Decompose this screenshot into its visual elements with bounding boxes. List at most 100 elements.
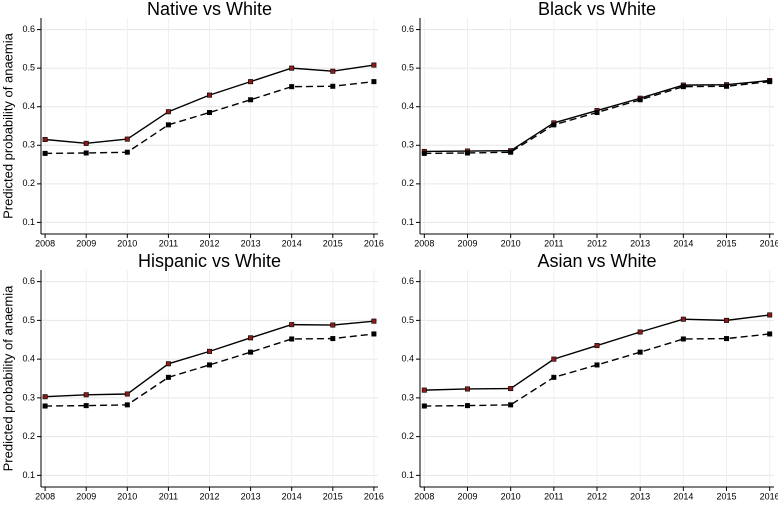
x-tick-label: 2016 — [364, 491, 384, 501]
point-marker — [594, 362, 600, 368]
point-marker — [371, 79, 377, 85]
y-tick-label: 0.6 — [401, 276, 414, 286]
point-marker — [207, 92, 213, 98]
point-marker — [83, 403, 89, 409]
y-tick-label: 0.3 — [401, 140, 414, 150]
y-tick-label: 0.3 — [22, 392, 35, 402]
point-marker — [767, 331, 773, 337]
x-tick-label: 2016 — [760, 491, 778, 501]
point-marker — [371, 318, 377, 324]
x-tick-label: 2015 — [323, 238, 343, 248]
point-marker — [330, 322, 336, 328]
point-marker — [207, 110, 213, 116]
x-tick-label: 2010 — [501, 238, 521, 248]
point-marker — [124, 402, 130, 408]
point-marker — [124, 136, 130, 142]
x-tick-label: 2009 — [457, 238, 477, 248]
point-marker — [165, 374, 171, 380]
point-marker — [330, 68, 336, 74]
x-tick-label: 2011 — [159, 238, 178, 248]
x-tick-label: 2014 — [282, 238, 302, 248]
chart-title: Hispanic vs White — [138, 251, 281, 271]
y-tick-label: 0.5 — [22, 63, 35, 73]
x-tick-label: 2012 — [587, 491, 607, 501]
x-tick-label: 2016 — [364, 238, 384, 248]
point-marker — [594, 343, 600, 349]
point-marker — [165, 361, 171, 367]
y-axis-label: Predicted probability of anaemia — [0, 32, 15, 218]
point-marker — [289, 322, 295, 328]
x-tick-label: 2012 — [199, 238, 219, 248]
x-tick-label: 2015 — [323, 491, 343, 501]
x-tick-label: 2009 — [76, 491, 96, 501]
y-tick-label: 0.5 — [401, 315, 414, 325]
point-marker — [124, 149, 130, 155]
x-tick-label: 2010 — [117, 491, 137, 501]
y-tick-label: 0.1 — [401, 470, 414, 480]
series-line — [45, 333, 374, 407]
x-tick-label: 2015 — [716, 491, 736, 501]
x-tick-label: 2009 — [76, 238, 96, 248]
y-tick-label: 0.4 — [22, 354, 35, 364]
point-marker — [508, 402, 514, 408]
point-marker — [330, 336, 336, 342]
x-tick-label: 2013 — [241, 491, 261, 501]
point-marker — [124, 391, 130, 397]
point-marker — [83, 392, 89, 398]
y-tick-label: 0.4 — [401, 354, 414, 364]
point-marker — [637, 349, 643, 355]
x-tick-label: 2011 — [544, 491, 563, 501]
point-marker — [680, 336, 686, 342]
y-tick-label: 0.1 — [22, 217, 35, 227]
y-tick-label: 0.2 — [401, 431, 414, 441]
point-marker — [724, 336, 730, 342]
x-tick-label: 2016 — [760, 238, 778, 248]
y-tick-label: 0.1 — [22, 470, 35, 480]
x-tick-label: 2008 — [414, 491, 434, 501]
x-tick-label: 2011 — [159, 491, 178, 501]
point-marker — [724, 317, 730, 323]
y-tick-label: 0.6 — [22, 276, 35, 286]
point-marker — [551, 122, 557, 128]
point-marker — [464, 403, 470, 409]
point-marker — [594, 110, 600, 116]
point-marker — [680, 316, 686, 322]
point-marker — [551, 356, 557, 362]
point-marker — [83, 140, 89, 146]
y-tick-label: 0.6 — [401, 24, 414, 34]
series-line — [45, 80, 374, 155]
point-marker — [289, 65, 295, 71]
y-tick-label: 0.3 — [22, 140, 35, 150]
chart-title: Native vs White — [147, 0, 272, 19]
x-tick-label: 2010 — [501, 491, 521, 501]
x-tick-label: 2008 — [414, 238, 434, 248]
point-marker — [767, 312, 773, 318]
chart-title: Asian vs White — [537, 251, 656, 271]
point-marker — [165, 122, 171, 128]
point-marker — [464, 150, 470, 156]
y-tick-label: 0.2 — [22, 178, 35, 188]
point-marker — [289, 84, 295, 90]
point-marker — [551, 374, 557, 380]
y-axis-label: Predicted probability of anaemia — [0, 285, 15, 471]
y-tick-label: 0.4 — [401, 101, 414, 111]
x-tick-label: 2012 — [587, 238, 607, 248]
x-tick-label: 2014 — [673, 491, 693, 501]
point-marker — [248, 349, 254, 355]
y-tick-label: 0.4 — [22, 101, 35, 111]
point-marker — [680, 84, 686, 90]
point-marker — [421, 387, 427, 393]
x-tick-label: 2009 — [457, 491, 477, 501]
x-tick-label: 2012 — [199, 491, 219, 501]
point-marker — [248, 335, 254, 341]
x-tick-label: 2013 — [630, 491, 650, 501]
point-marker — [207, 362, 213, 368]
y-tick-label: 0.2 — [401, 178, 414, 188]
point-marker — [421, 150, 427, 156]
point-marker — [248, 79, 254, 85]
x-tick-label: 2014 — [282, 491, 302, 501]
point-marker — [767, 79, 773, 85]
point-marker — [330, 83, 336, 89]
point-marker — [371, 62, 377, 68]
